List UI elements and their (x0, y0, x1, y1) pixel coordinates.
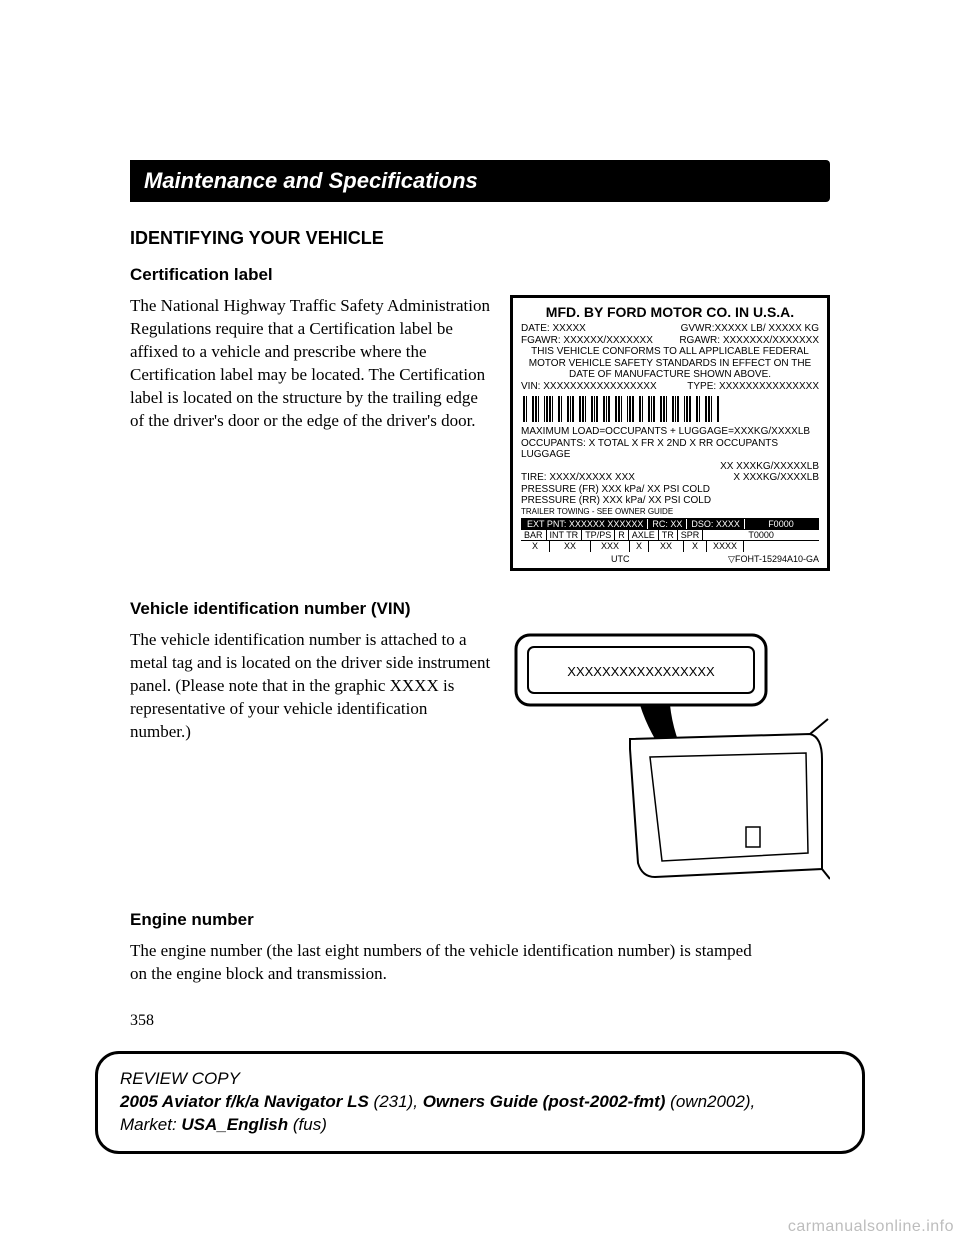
cert-s2-2: TP/PS (582, 530, 615, 540)
cert-s3-2: XXX (591, 541, 630, 551)
cert-conf3: DATE OF MANUFACTURE SHOWN ABOVE. (521, 369, 819, 381)
footer-l3c: (fus) (288, 1115, 327, 1134)
footer-review: REVIEW COPY (120, 1069, 240, 1088)
cert-label-box: MFD. BY FORD MOTOR CO. IN U.S.A. DATE: X… (510, 295, 830, 571)
cert-strip2: BAR INT TR TP/PS R AXLE TR SPR T0000 (521, 530, 819, 541)
cert-s3-4: XX (649, 541, 684, 551)
cert-maxload: MAXIMUM LOAD=OCCUPANTS + LUGGAGE=XXXKG/X… (521, 426, 819, 438)
cert-s2-0: BAR (521, 530, 547, 540)
cert-fgawr-right: RGAWR: XXXXXXX/XXXXXXX (679, 335, 819, 347)
cert-row: The National Highway Traffic Safety Admi… (130, 295, 830, 571)
cert-vin-right: TYPE: XXXXXXXXXXXXXXX (687, 381, 819, 393)
cert-strip3: X XX XXX X XX X XXXX (521, 541, 819, 551)
cert-strip1-0: EXT PNT: XXXXXX XXXXXX (523, 519, 648, 529)
page-content: IDENTIFYING YOUR VEHICLE Certification l… (130, 218, 830, 986)
section-heading: IDENTIFYING YOUR VEHICLE (130, 228, 830, 249)
cert-utc-right: ▽FOHT-15294A10-GA (728, 554, 819, 564)
page: Maintenance and Specifications IDENTIFYI… (0, 0, 960, 1242)
cert-trailer: TRAILER TOWING - SEE OWNER GUIDE (521, 507, 819, 516)
footer-line3: Market: USA_English (fus) (120, 1114, 840, 1137)
footer-line1: REVIEW COPY (120, 1068, 840, 1091)
cert-label-figure: MFD. BY FORD MOTOR CO. IN U.S.A. DATE: X… (510, 295, 830, 571)
cert-fgawr-line: FGAWR: XXXXXX/XXXXXXX RGAWR: XXXXXXX/XXX… (521, 335, 819, 347)
footer-l2a: 2005 Aviator f/k/a Navigator LS (120, 1092, 369, 1111)
cert-s2-1: INT TR (547, 530, 583, 540)
cert-pfr: PRESSURE (FR) XXX kPa/ XX PSI COLD (521, 484, 819, 496)
cert-occ1: OCCUPANTS: X TOTAL X FR X 2ND X RR OCCUP… (521, 438, 819, 461)
cert-s3-3: X (630, 541, 649, 551)
cert-heading: Certification label (130, 265, 830, 285)
footer-l2b: (231) (369, 1092, 413, 1111)
cert-date-left: DATE: XXXXX (521, 323, 586, 335)
cert-tire: TIRE: XXXX/XXXXX XXX X XXXKG/XXXXLB (521, 472, 819, 484)
cert-utc-left: UTC (611, 554, 630, 564)
cert-s3-1: XX (550, 541, 591, 551)
barcode-graphic (523, 396, 817, 422)
footer-l3b: USA_English (181, 1115, 288, 1134)
cert-s2-4: AXLE (629, 530, 659, 540)
cert-s2-7: T0000 (703, 530, 819, 540)
cert-s2-6: SPR (678, 530, 704, 540)
cert-s3-7 (744, 541, 819, 551)
cert-date-line: DATE: XXXXX GVWR:XXXXX LB/ XXXXX KG (521, 323, 819, 335)
cert-conf1: THIS VEHICLE CONFORMS TO ALL APPLICABLE … (521, 346, 819, 358)
vin-figure: XXXXXXXXXXXXXXXXX (510, 629, 830, 894)
vin-row: The vehicle identification number is att… (130, 629, 830, 894)
cert-tire-right: X XXXKG/XXXXLB (733, 472, 819, 484)
vin-tag-text: XXXXXXXXXXXXXXXXX (567, 664, 715, 679)
cert-s3-0: X (521, 541, 550, 551)
cert-label-title: MFD. BY FORD MOTOR CO. IN U.S.A. (521, 304, 819, 320)
footer-l3a: Market: (120, 1115, 181, 1134)
cert-fgawr-left: FGAWR: XXXXXX/XXXXXXX (521, 335, 653, 347)
footer-l2c: , (413, 1092, 422, 1111)
cert-s2-5: TR (659, 530, 678, 540)
chapter-title-bar: Maintenance and Specifications (130, 160, 830, 202)
cert-strip1-2: DSO: XXXX (687, 519, 745, 529)
footer-l2d: Owners Guide (post-2002-fmt) (423, 1092, 666, 1111)
cert-prr: PRESSURE (RR) XXX kPa/ XX PSI COLD (521, 495, 819, 507)
page-number: 358 (130, 1012, 154, 1030)
vin-heading: Vehicle identification number (VIN) (130, 599, 830, 619)
cert-strip1-1: RC: XX (648, 519, 687, 529)
engine-heading: Engine number (130, 910, 830, 930)
footer-box: REVIEW COPY 2005 Aviator f/k/a Navigator… (95, 1051, 865, 1154)
engine-body: The engine number (the last eight number… (130, 940, 770, 986)
footer-l2e: (own2002) (665, 1092, 750, 1111)
cert-s3-6: XXXX (707, 541, 744, 551)
cert-occ2-right: XX XXXKG/XXXXXLB (720, 461, 819, 473)
cert-strip1-3: F0000 (745, 519, 817, 529)
cert-vin-left: VIN: XXXXXXXXXXXXXXXXX (521, 381, 657, 393)
cert-conf2: MOTOR VEHICLE SAFETY STANDARDS IN EFFECT… (521, 358, 819, 370)
cert-s3-5: X (684, 541, 707, 551)
cert-vin-line: VIN: XXXXXXXXXXXXXXXXX TYPE: XXXXXXXXXXX… (521, 381, 819, 393)
vin-svg: XXXXXXXXXXXXXXXXX (510, 629, 830, 889)
cert-body: The National Highway Traffic Safety Admi… (130, 295, 492, 571)
vin-body: The vehicle identification number is att… (130, 629, 492, 894)
cert-tire-left: TIRE: XXXX/XXXXX XXX (521, 472, 635, 484)
cert-date-right: GVWR:XXXXX LB/ XXXXX KG (681, 323, 819, 335)
cert-occ2: XX XXXKG/XXXXXLB (521, 461, 819, 473)
cert-strip1: EXT PNT: XXXXXX XXXXXX RC: XX DSO: XXXX … (521, 518, 819, 530)
chapter-title: Maintenance and Specifications (144, 168, 478, 193)
cert-utc: UTC ▽FOHT-15294A10-GA (521, 554, 819, 564)
cert-s2-3: R (615, 530, 629, 540)
footer-line2: 2005 Aviator f/k/a Navigator LS (231), O… (120, 1091, 840, 1114)
footer-l2f: , (751, 1092, 756, 1111)
watermark: carmanualsonline.info (788, 1218, 954, 1236)
